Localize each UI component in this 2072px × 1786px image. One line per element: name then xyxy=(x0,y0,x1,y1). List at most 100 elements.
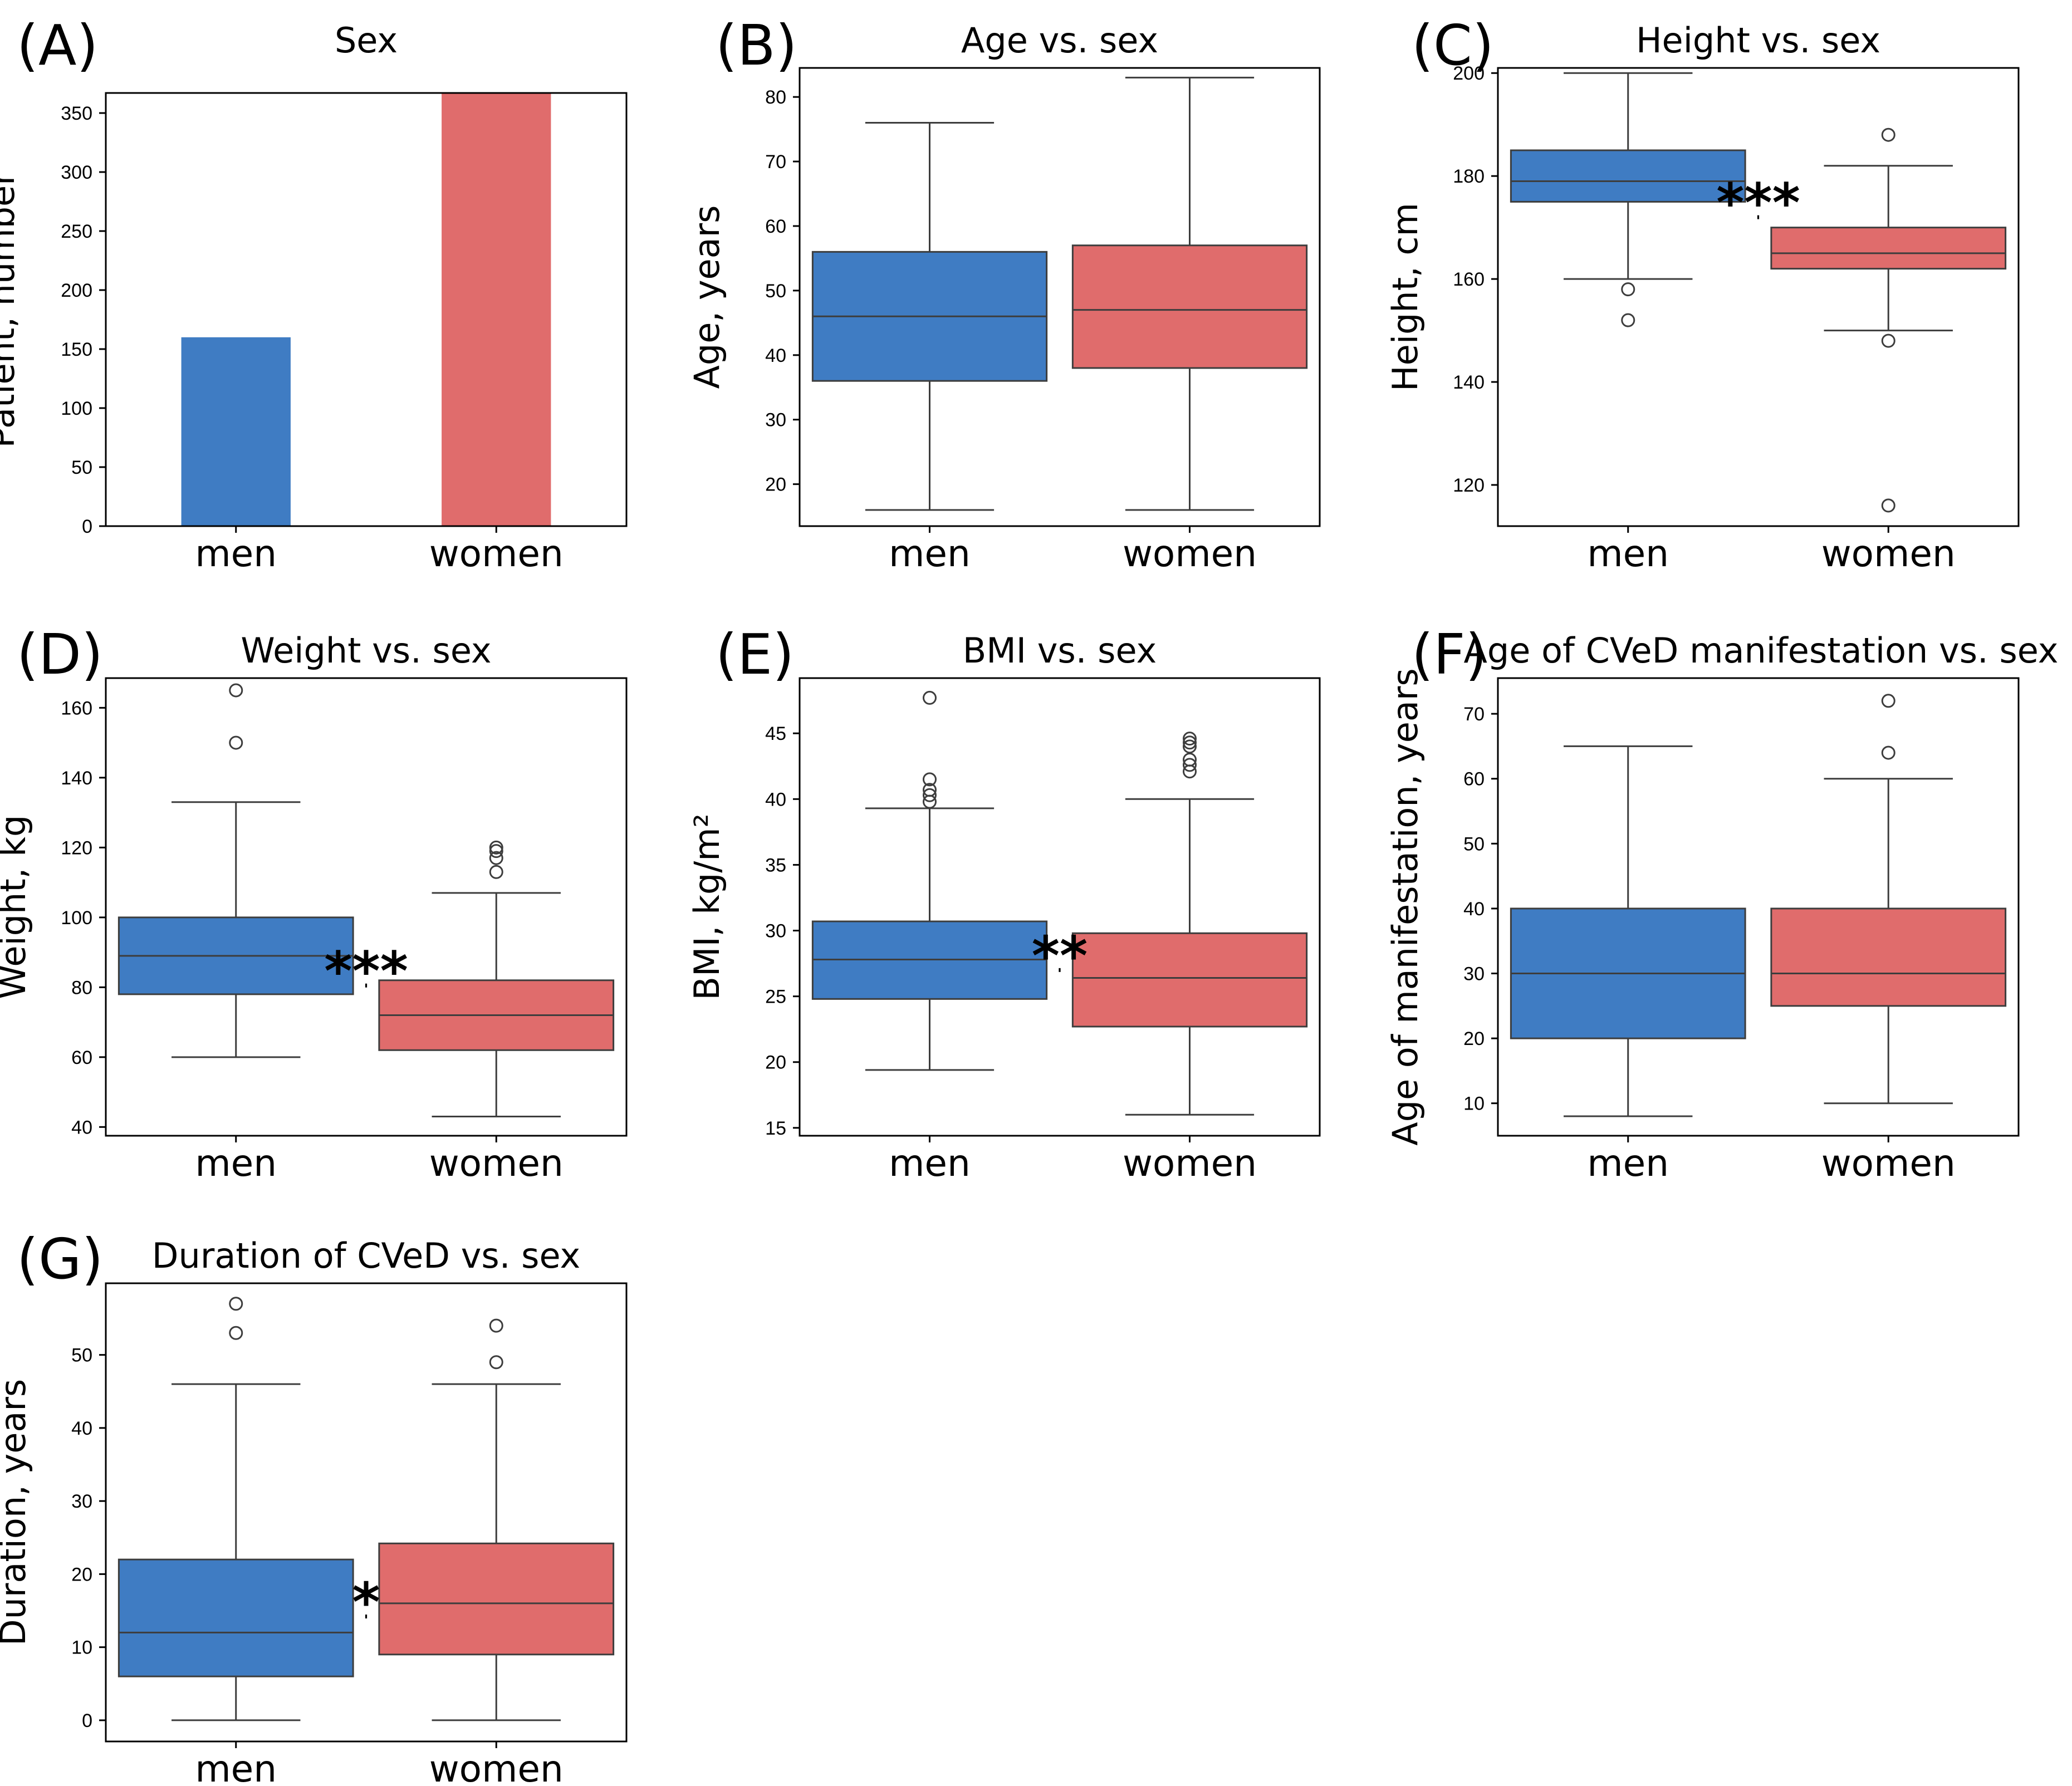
y-tick-label: 40 xyxy=(71,1418,92,1439)
y-tick-label: 50 xyxy=(1463,833,1485,855)
bar-women xyxy=(442,93,551,526)
x-tick-label-women: women xyxy=(1821,532,1956,575)
x-tick-label-men: men xyxy=(1587,532,1669,575)
outlier-point xyxy=(1183,739,1197,754)
chart-title: Age vs. sex xyxy=(961,20,1158,61)
y-tick-label: 50 xyxy=(71,1345,92,1366)
panel-label: (D) xyxy=(17,622,103,687)
y-axis-label: BMI, kg/m² xyxy=(687,813,727,1000)
y-tick-label: 80 xyxy=(765,87,786,108)
outlier-point xyxy=(1183,764,1197,779)
chart-title: Duration of CVeD vs. sex xyxy=(152,1235,580,1276)
y-tick-label: 100 xyxy=(61,907,92,929)
outlier-point xyxy=(229,1326,243,1340)
x-tick-label-men: men xyxy=(889,1142,971,1185)
x-tick-label-women: women xyxy=(429,1142,564,1185)
outlier-point xyxy=(1621,282,1635,297)
outlier-point xyxy=(1881,694,1895,708)
outlier-point xyxy=(923,772,937,787)
y-tick-label: 140 xyxy=(1453,372,1485,393)
plot-frame xyxy=(105,92,628,527)
box-women xyxy=(378,840,615,1117)
iqr-box xyxy=(378,1542,615,1656)
x-tick-label-men: men xyxy=(1587,1142,1669,1185)
y-axis-label: Patient, number xyxy=(0,171,22,448)
outlier-point xyxy=(1621,313,1635,327)
y-tick-label: 30 xyxy=(71,1491,92,1512)
y-tick-label: 70 xyxy=(765,151,786,173)
x-tick-label-women: women xyxy=(1821,1142,1956,1185)
chart-title: Age of CVeD manifestation vs. sex xyxy=(1464,630,2059,671)
y-tick-label: 0 xyxy=(82,1710,92,1731)
box-women xyxy=(1071,76,1308,511)
outlier-point xyxy=(489,1318,503,1333)
chart-panel-b: (B) Age vs. sex Age, years 20 30 40 50 60 70 80 me… xyxy=(687,13,1321,575)
y-tick-label: 10 xyxy=(71,1637,92,1659)
y-tick-label: 40 xyxy=(1463,899,1485,920)
y-axis-label: Age, years xyxy=(687,205,727,389)
iqr-box xyxy=(117,1558,354,1677)
y-axis-label: Weight, kg xyxy=(0,815,33,999)
outlier-point xyxy=(489,865,503,879)
bar-men xyxy=(181,337,291,526)
x-tick-label-women: women xyxy=(1123,1142,1257,1185)
panel-label: (B) xyxy=(716,13,797,78)
box-women xyxy=(1071,732,1308,1116)
chart-title: Height vs. sex xyxy=(1636,20,1880,61)
y-tick-label: 70 xyxy=(1463,704,1485,725)
chart-title: Weight vs. sex xyxy=(241,630,491,671)
box-women xyxy=(378,1318,615,1721)
outlier-point xyxy=(923,794,937,809)
y-tick-label: 140 xyxy=(61,768,92,789)
significance-label: *** xyxy=(324,940,408,1003)
y-tick-label: 200 xyxy=(1453,63,1485,84)
outlier-point xyxy=(1881,127,1895,142)
box-men xyxy=(811,122,1048,511)
y-tick-label: 60 xyxy=(1463,769,1485,790)
y-tick-label: 20 xyxy=(765,474,786,495)
significance-label: * xyxy=(352,1572,380,1634)
y-tick-label: 10 xyxy=(1463,1093,1485,1115)
outlier-point xyxy=(229,683,243,698)
chart-panel-a: (A) Sex Patient, number 0 50 100 150 200 250 300 3… xyxy=(0,13,628,575)
y-axis-label: Duration, years xyxy=(0,1379,33,1646)
box-men xyxy=(1510,745,1746,1117)
y-tick-label: 20 xyxy=(1463,1028,1485,1049)
y-tick-label: 300 xyxy=(61,162,92,183)
significance-label: ** xyxy=(1032,925,1088,987)
outlier-point xyxy=(1183,732,1197,746)
y-tick-label: 60 xyxy=(71,1047,92,1068)
y-tick-label: 0 xyxy=(82,516,92,537)
iqr-box xyxy=(1071,932,1308,1028)
x-tick-label-women: women xyxy=(429,1748,564,1786)
chart-panel-d: (D) Weight vs. sex Weight, kg 40 60 80 100 120 1… xyxy=(0,622,628,1185)
iqr-box xyxy=(1770,227,2007,270)
panel-label: (G) xyxy=(17,1226,104,1292)
y-tick-label: 180 xyxy=(1453,166,1485,187)
outlier-point xyxy=(229,735,243,750)
chart-title: Sex xyxy=(335,20,398,61)
box-men xyxy=(1510,72,1746,327)
y-tick-label: 160 xyxy=(61,698,92,719)
box-women xyxy=(1770,694,2007,1105)
y-tick-label: 40 xyxy=(71,1117,92,1138)
y-tick-label: 40 xyxy=(765,789,786,810)
chart-title: BMI vs. sex xyxy=(963,630,1157,671)
iqr-box xyxy=(1071,244,1308,369)
y-tick-label: 120 xyxy=(61,837,92,858)
x-tick-label-men: men xyxy=(195,1142,277,1185)
y-tick-label: 30 xyxy=(765,921,786,942)
plot-frame xyxy=(1497,67,2020,527)
box-men xyxy=(811,690,1048,1071)
panel-label: (E) xyxy=(716,622,794,687)
x-tick-label-men: men xyxy=(195,1748,277,1786)
iqr-box xyxy=(1510,149,1746,203)
y-tick-label: 80 xyxy=(71,977,92,998)
plot-frame xyxy=(799,677,1321,1137)
box-men xyxy=(117,683,354,1058)
y-axis-label: Age of manifestation, years xyxy=(1385,668,1426,1145)
y-axis-label: Height, cm xyxy=(1385,203,1426,391)
y-tick-label: 60 xyxy=(765,216,786,237)
plot-frame xyxy=(105,1282,628,1743)
